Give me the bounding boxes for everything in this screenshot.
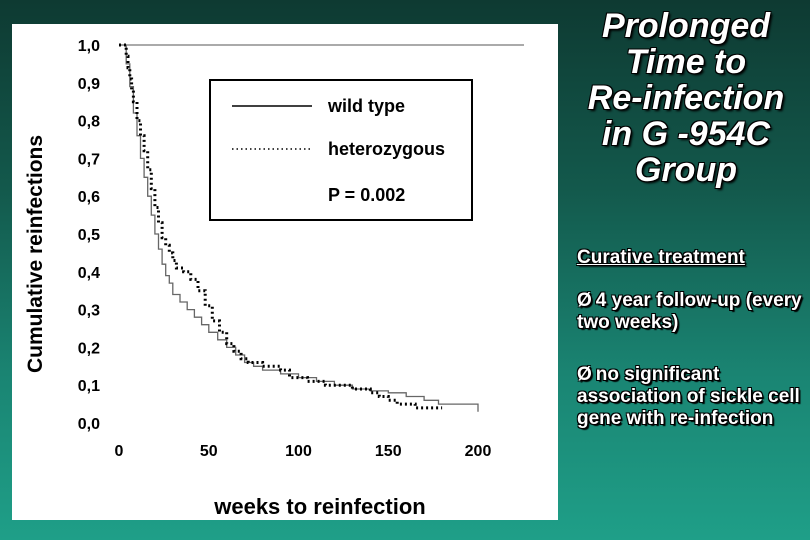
title-line: in G -954C	[601, 115, 771, 153]
y-tick-label: 0,4	[78, 265, 100, 282]
y-tick-label: 0,8	[78, 114, 100, 131]
y-tick-label: 0,6	[78, 189, 100, 206]
y-axis-title: Cumulative reinfections	[24, 135, 47, 373]
slide-title: Prolonged Time to Re-infection in G -954…	[562, 8, 810, 188]
x-tick-labels: 0 50 100 150 200	[115, 443, 492, 460]
bullet-text: no significant association of sickle cel…	[577, 364, 800, 429]
x-tick-label: 150	[375, 443, 402, 460]
y-tick-label: 1,0	[78, 38, 100, 55]
legend-label-wild-type: wild type	[327, 96, 405, 116]
x-axis-title: weeks to reinfection	[213, 494, 426, 519]
p-value-annotation: P = 0.002	[328, 185, 405, 205]
bullet-arrow-icon: Ø	[577, 290, 592, 311]
y-tick-label: 0,7	[78, 151, 100, 168]
title-line: Group	[635, 151, 737, 189]
y-tick-label: 0,1	[78, 378, 100, 395]
series-line-heterozygous	[119, 43, 443, 410]
x-tick-label: 200	[465, 443, 492, 460]
y-tick-label: 0,9	[78, 76, 100, 93]
y-tick-label: 0,5	[78, 227, 100, 244]
legend-box	[209, 79, 473, 221]
survival-chart-panel: 0,0 0,1 0,2 0,3 0,4 0,5 0,6 0,7 0,8 0,9 1,0 0 50 100…	[12, 24, 558, 520]
bullet-text: 4 year follow-up (every two weeks)	[577, 290, 802, 333]
x-tick-label: 50	[200, 443, 218, 460]
y-tick-label: 0,3	[78, 303, 100, 320]
y-tick-label: 0,0	[78, 416, 100, 433]
x-tick-label: 0	[115, 443, 124, 460]
y-tick-labels: 0,0 0,1 0,2 0,3 0,4 0,5 0,6 0,7 0,8 0,9 1,0	[78, 38, 100, 433]
legend-label-heterozygous: heterozygous	[328, 139, 445, 159]
bullet-arrow-icon: Ø	[577, 364, 592, 385]
title-line: Time to	[625, 43, 747, 81]
y-tick-label: 0,2	[78, 340, 100, 357]
subtitle: Curative treatment	[577, 247, 745, 268]
legend: wild type heterozygous P = 0.002	[209, 79, 473, 221]
survival-chart: 0,0 0,1 0,2 0,3 0,4 0,5 0,6 0,7 0,8 0,9 1,0 0 50 100…	[24, 38, 524, 519]
x-tick-label: 100	[285, 443, 312, 460]
title-line: Prolonged	[601, 7, 771, 45]
title-line: Re-infection	[587, 79, 785, 117]
series-lines	[119, 43, 524, 412]
